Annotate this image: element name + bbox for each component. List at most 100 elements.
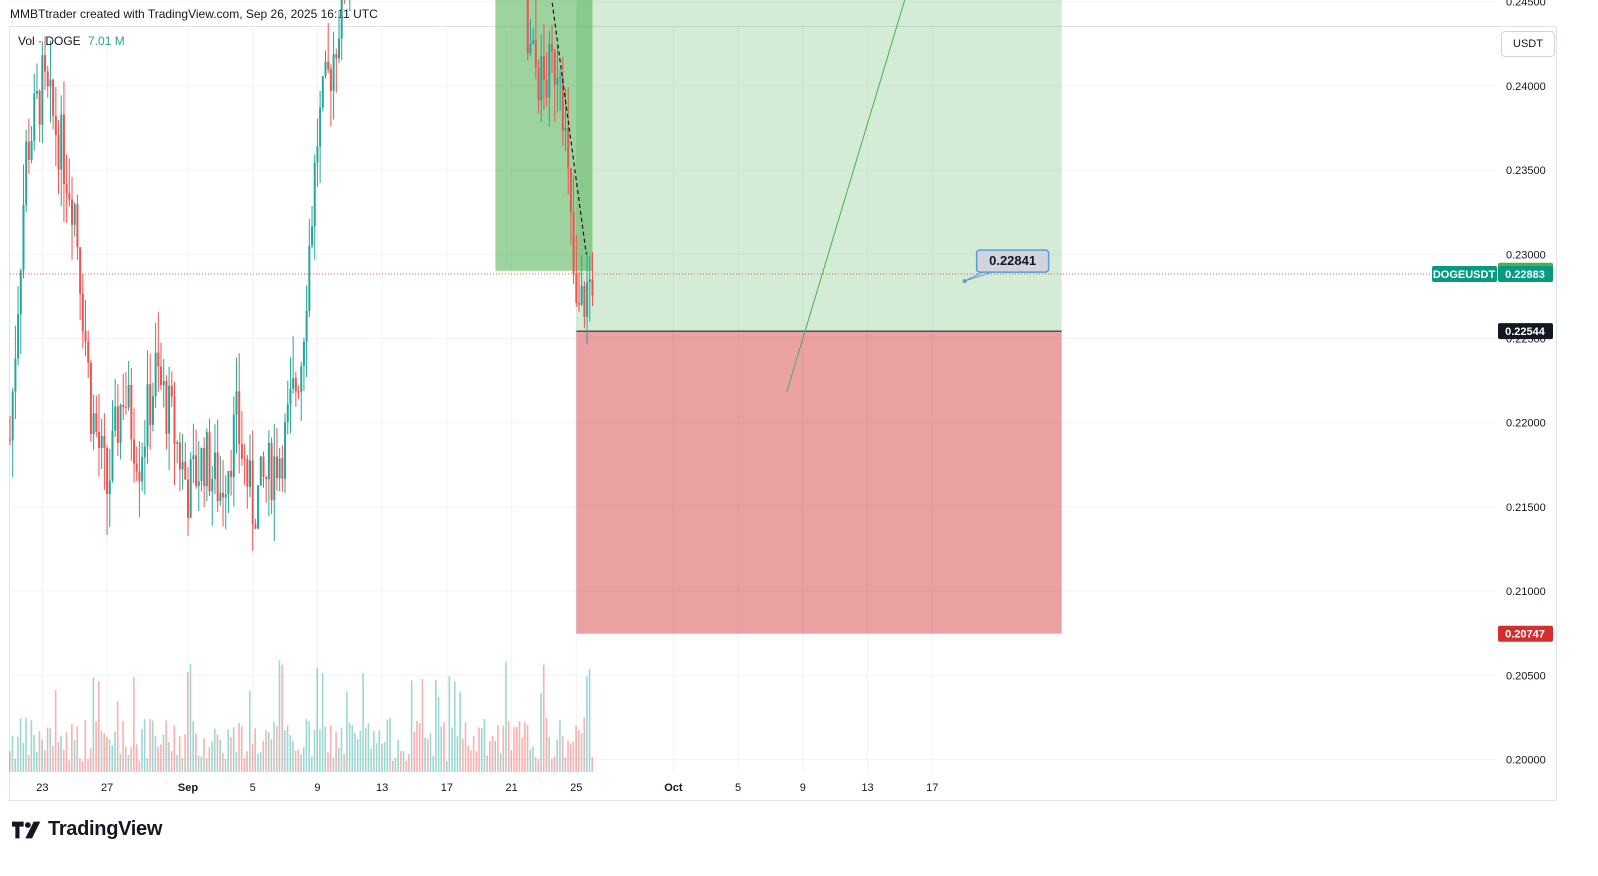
currency-button[interactable]: USDT bbox=[1501, 31, 1555, 57]
volume-legend: Vol · DOGE 7.01 M bbox=[18, 34, 125, 48]
candle bbox=[324, 61, 327, 77]
volume-legend-value: 7.01 M bbox=[88, 34, 125, 48]
volume-bar bbox=[429, 733, 432, 772]
candle bbox=[224, 494, 227, 498]
candle bbox=[561, 76, 564, 131]
candle bbox=[176, 442, 179, 444]
volume-bar bbox=[445, 761, 448, 772]
volume-bar bbox=[367, 723, 370, 772]
candle bbox=[230, 470, 233, 477]
volume-bar bbox=[143, 719, 146, 772]
candle bbox=[262, 456, 265, 477]
volume-bar bbox=[254, 728, 256, 772]
volume-bar bbox=[548, 736, 550, 772]
candle bbox=[270, 442, 273, 501]
candle bbox=[532, 40, 535, 44]
volume-bar bbox=[270, 739, 273, 772]
volume-bar bbox=[413, 731, 416, 772]
candle bbox=[292, 378, 295, 389]
volume-bar bbox=[211, 741, 213, 772]
candle bbox=[114, 406, 117, 431]
volume-bar bbox=[556, 739, 559, 772]
candle bbox=[100, 435, 103, 449]
volume-bar bbox=[588, 668, 591, 772]
candle bbox=[216, 452, 219, 502]
candle bbox=[135, 463, 138, 472]
candle bbox=[170, 385, 173, 397]
volume-bar bbox=[327, 752, 329, 772]
volume-bar bbox=[230, 737, 232, 772]
volume-bar bbox=[14, 758, 16, 772]
volume-bar bbox=[540, 692, 542, 772]
volume-bar bbox=[124, 746, 127, 772]
volume-bar bbox=[470, 750, 472, 772]
candlesticks bbox=[9, 0, 594, 552]
volume-bar bbox=[165, 720, 168, 772]
candle bbox=[583, 286, 586, 317]
candle bbox=[168, 385, 171, 434]
candle bbox=[57, 135, 60, 170]
candle bbox=[316, 146, 319, 163]
candle bbox=[122, 404, 125, 408]
volume-bar bbox=[108, 739, 111, 772]
candle bbox=[17, 314, 20, 359]
price-labels: 0.277440.267400.261530.229020.22883DOGEU… bbox=[1432, 262, 1553, 642]
volume-bar bbox=[192, 720, 194, 772]
volume-bar bbox=[176, 754, 178, 772]
tradingview-logo[interactable]: TradingView bbox=[12, 818, 162, 841]
candle bbox=[19, 270, 22, 315]
volume-bar bbox=[435, 679, 437, 772]
volume-bar bbox=[173, 725, 176, 772]
volume-bar bbox=[515, 727, 518, 772]
volume-bar bbox=[502, 725, 505, 772]
candle bbox=[265, 476, 268, 480]
volume-bar bbox=[580, 733, 583, 772]
candle bbox=[254, 524, 257, 529]
candle bbox=[73, 204, 76, 225]
candle bbox=[580, 286, 583, 305]
candle bbox=[160, 366, 163, 386]
volume-bar bbox=[313, 729, 316, 772]
volume-bar bbox=[426, 738, 429, 772]
volume-bar bbox=[577, 729, 580, 772]
x-tick-label: 5 bbox=[735, 782, 741, 794]
candle bbox=[71, 199, 74, 225]
volume-bar bbox=[343, 753, 345, 772]
volume-bar bbox=[262, 740, 265, 772]
volume-bar bbox=[81, 761, 84, 772]
candle bbox=[33, 93, 36, 141]
volume-bar bbox=[213, 728, 216, 772]
candle bbox=[257, 485, 260, 529]
candle bbox=[127, 384, 130, 408]
volume-bar bbox=[200, 756, 203, 772]
volume-bar bbox=[453, 681, 456, 772]
volume-bar bbox=[391, 760, 394, 772]
candle bbox=[195, 455, 198, 487]
x-tick-label: 13 bbox=[861, 782, 873, 794]
y-tick-label: 0.23000 bbox=[1506, 249, 1546, 261]
candle bbox=[27, 141, 30, 161]
x-axis: 23 27 Sep 5 9 13 17 21 25 Oct 5 9 13 17 bbox=[36, 782, 938, 794]
candle bbox=[569, 168, 572, 213]
candle bbox=[22, 204, 25, 271]
volume-bar bbox=[497, 725, 499, 772]
x-tick-label: 17 bbox=[926, 782, 938, 794]
volume-bar bbox=[337, 748, 340, 772]
volume-bar bbox=[157, 746, 159, 772]
y-tick-label: 0.24500 bbox=[1506, 0, 1546, 9]
candle bbox=[238, 391, 241, 445]
x-tick-label: Oct bbox=[664, 782, 683, 794]
volume-bar bbox=[186, 671, 189, 772]
callout-box bbox=[975, 249, 1050, 273]
volume-bar bbox=[130, 747, 132, 772]
chart-attribution: MMBTtrader created with TradingView.com,… bbox=[10, 7, 378, 21]
volume-bar bbox=[249, 691, 251, 772]
volume-bar bbox=[181, 757, 184, 772]
candle bbox=[243, 458, 246, 460]
volume-bar bbox=[456, 736, 459, 772]
candle bbox=[79, 247, 82, 294]
volume-bar bbox=[57, 742, 60, 772]
volume-bar bbox=[459, 691, 461, 772]
candle bbox=[267, 442, 270, 480]
